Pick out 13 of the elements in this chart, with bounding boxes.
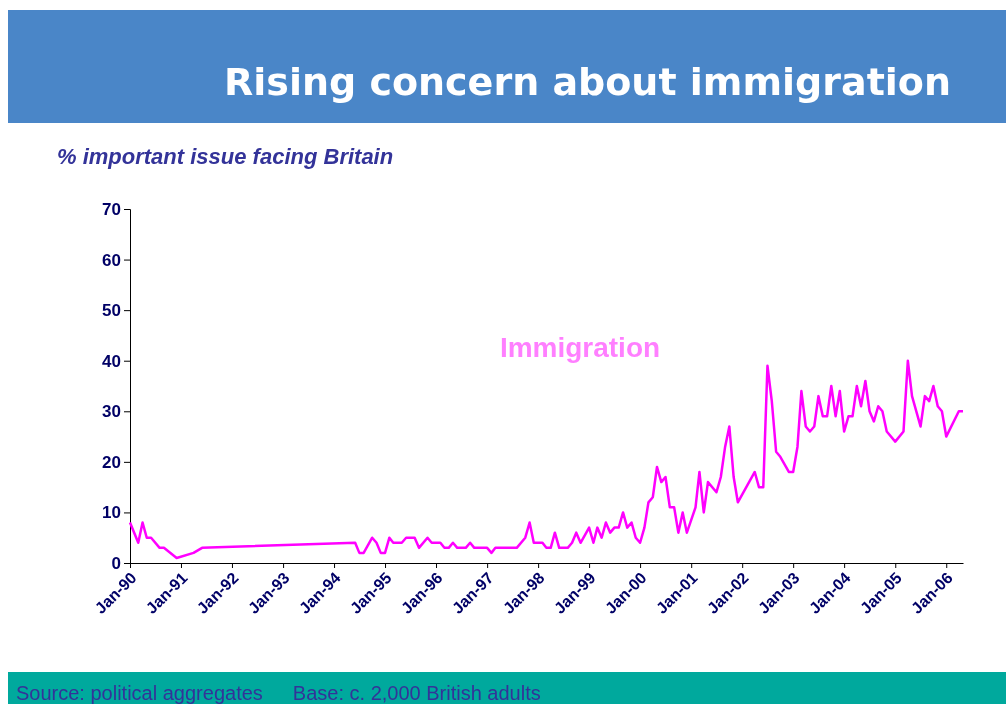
y-tick-label: 60	[102, 250, 121, 270]
y-tick-label: 50	[102, 301, 121, 321]
y-tick-label: 10	[102, 503, 121, 523]
text: Immigration	[499, 332, 661, 363]
y-axis-title: % important issue facing Britain	[57, 144, 394, 169]
text: Base: c. 2,000 British adults	[292, 682, 541, 704]
y-tick-label: 0	[111, 553, 121, 573]
y-tick-label: 70	[102, 199, 121, 219]
source-note: Source: political aggregates	[16, 682, 263, 704]
chart-title: Rising concern about immigration	[224, 60, 951, 104]
y-tick-label: 40	[102, 351, 121, 371]
y-tick-label: 30	[102, 402, 121, 422]
y-tick-label: 20	[102, 452, 121, 472]
